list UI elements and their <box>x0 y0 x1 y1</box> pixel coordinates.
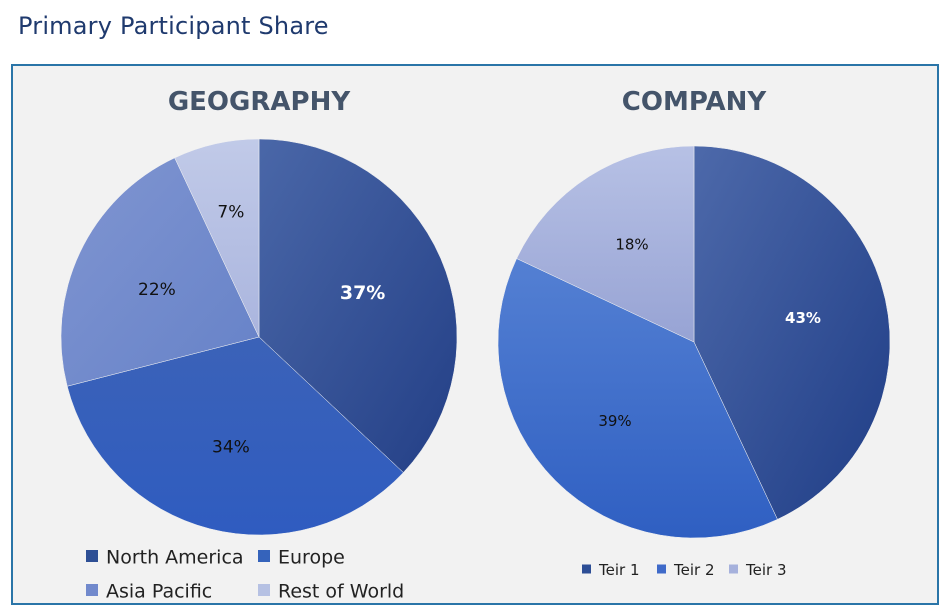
company-slice-teir-2 <box>497 258 778 539</box>
company-title: COMPANY <box>622 87 768 117</box>
geography-slice-north-america <box>258 138 458 473</box>
company-legend-label-teir-1: Teir 1 <box>598 561 640 579</box>
geography-slice-europe <box>66 336 404 536</box>
company-label-teir-1: 43% <box>785 309 821 327</box>
geography-label-europe: 34% <box>212 437 250 457</box>
company-legend-swatch-teir-2 <box>657 564 666 574</box>
geography-legend-swatch-north-america <box>86 550 98 562</box>
geography-title: GEOGRAPHY <box>168 87 352 117</box>
geography-legend-swatch-asia-pacific <box>86 584 98 596</box>
geography-slice-rest-of-world <box>174 138 260 338</box>
geography-label-rest-of-world: 7% <box>217 202 244 222</box>
geography-slice-asia-pacific <box>60 157 260 387</box>
geography-label-asia-pacific: 22% <box>138 280 176 300</box>
company-slice-teir-3 <box>516 145 695 343</box>
company-legend-label-teir-3: Teir 3 <box>745 561 787 579</box>
page-title: Primary Participant Share <box>18 12 329 40</box>
geography-legend-swatch-rest-of-world <box>258 584 270 596</box>
company-legend-swatch-teir-1 <box>582 564 591 574</box>
geography-legend-label-europe: Europe <box>278 546 345 568</box>
geography-chart: GEOGRAPHY 37% 34% 22% 7% North America Europe A… <box>60 87 458 602</box>
geography-legend-label-north-america: North America <box>106 546 244 568</box>
geography-legend-swatch-europe <box>258 550 270 562</box>
company-label-teir-3: 18% <box>615 236 648 254</box>
company-slice-teir-1 <box>693 145 891 520</box>
company-legend-label-teir-2: Teir 2 <box>673 561 715 579</box>
company-legend-swatch-teir-3 <box>729 564 738 574</box>
company-chart: COMPANY 43% 39% 18% Teir 1 Teir 2 Teir 3 <box>497 87 891 579</box>
geography-legend-label-asia-pacific: Asia Pacific <box>106 580 212 602</box>
company-label-teir-2: 39% <box>598 412 631 430</box>
geography-legend-label-rest-of-world: Rest of World <box>278 580 404 602</box>
geography-label-north-america: 37% <box>340 282 385 304</box>
